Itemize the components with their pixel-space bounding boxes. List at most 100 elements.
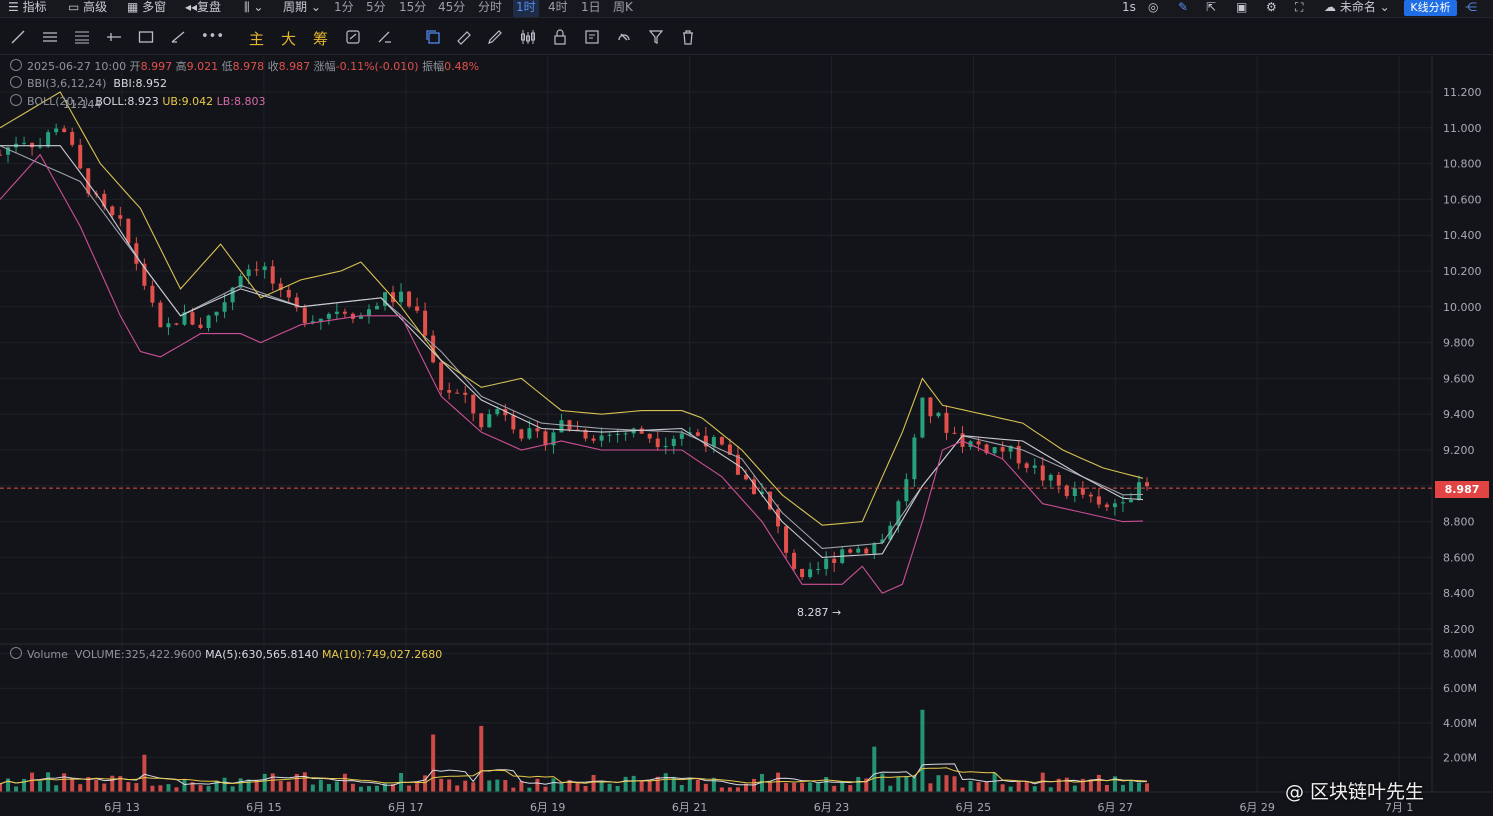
camera-icon[interactable]: ◎ [1148, 0, 1159, 14]
speed-label[interactable]: 1s [1122, 0, 1136, 14]
volume-bar [920, 709, 925, 792]
kline-analysis-button[interactable]: K线分析 [1404, 0, 1457, 16]
candle-body [1048, 474, 1053, 481]
brush-icon[interactable] [486, 28, 504, 46]
period-dropdown[interactable]: 周期 ⌄ [283, 0, 321, 17]
candle-body [134, 243, 139, 264]
save-icon[interactable]: ▣ [1236, 0, 1248, 14]
volume-name[interactable]: Volume [27, 648, 68, 661]
more-tools-icon[interactable]: ••• [201, 29, 225, 44]
volume-bar [166, 784, 171, 792]
boll-name[interactable]: BOLL(20,2) [27, 95, 89, 108]
measure-icon[interactable] [169, 28, 187, 46]
visibility-toggle-icon[interactable] [10, 94, 22, 106]
candle-body [663, 445, 668, 448]
candle-body [246, 269, 251, 277]
candle-body [206, 315, 211, 328]
trendline-icon[interactable] [9, 28, 27, 46]
export-icon[interactable]: ⇱ [1206, 0, 1217, 14]
volume-bar [1032, 786, 1037, 792]
filter-icon[interactable] [647, 28, 665, 46]
interval-1d[interactable]: 1日 [581, 0, 601, 14]
volume-bar [880, 773, 885, 792]
boll-legend: BOLL(20,2) BOLL:8.923 UB:9.042 LB:8.803 [10, 94, 265, 108]
open-value: 8.997 [140, 60, 173, 73]
sync-icon[interactable] [344, 28, 362, 46]
candle-body [1112, 503, 1117, 508]
volume-bar [70, 778, 75, 792]
gear-icon[interactable]: ⚙ [1266, 0, 1277, 14]
interval-15m[interactable]: 15分 [399, 0, 427, 14]
candle-style-icon[interactable] [519, 28, 537, 46]
horizontal-line-icon[interactable] [105, 28, 123, 46]
advanced-menu[interactable]: ▭ 高级 [68, 0, 107, 17]
candle-body [832, 558, 837, 563]
candle-body [190, 312, 195, 325]
replay-label: 复盘 [197, 0, 222, 14]
boll-value: BOLL:8.923 [95, 95, 159, 108]
ruler-icon[interactable] [455, 28, 473, 46]
edit-note-icon[interactable] [583, 28, 601, 46]
bbi-name[interactable]: BBI(3,6,12,24) [27, 77, 107, 90]
candle-body [551, 432, 556, 446]
candle-body [519, 429, 524, 439]
volume-bar [543, 786, 548, 792]
chart-type-dropdown[interactable]: ⫼ ⌄ [244, 0, 263, 17]
volume-bar [374, 785, 379, 792]
interval-45m[interactable]: 45分 [438, 0, 466, 14]
eraser-draw-icon[interactable] [376, 28, 394, 46]
fib-lines-icon[interactable] [73, 28, 91, 46]
price-tick-label: 10.000 [1443, 301, 1482, 314]
volume-bar [607, 783, 612, 792]
volume-bar [431, 734, 436, 792]
interval-timeshare[interactable]: 分时 [478, 0, 503, 14]
indicator-lines [0, 91, 1144, 594]
volume-bar [727, 787, 732, 792]
visibility-toggle-icon[interactable] [10, 59, 22, 71]
layout-dropdown[interactable]: ☁ 未命名 ⌄ [1324, 0, 1390, 17]
candle-body [142, 263, 147, 286]
volume-tick-label: 2.00M [1443, 751, 1477, 764]
candle-body [182, 312, 187, 325]
trash-icon[interactable] [679, 28, 697, 46]
volume-bar [30, 772, 35, 792]
volume-bar [495, 779, 500, 792]
multi-window-menu[interactable]: ▦ 多窗 [127, 0, 166, 17]
lock-icon[interactable] [551, 28, 569, 46]
interval-5m[interactable]: 5分 [366, 0, 386, 14]
chip-distribution-toggle[interactable]: 筹 [313, 30, 329, 48]
candle-body [479, 413, 484, 428]
volume-bar [1080, 778, 1085, 792]
candle-body [808, 569, 813, 578]
indicator-menu[interactable]: ☰ 指标 [8, 0, 47, 17]
rectangle-icon[interactable] [137, 28, 155, 46]
candle-body [848, 549, 853, 553]
volume-bar [575, 782, 580, 792]
fullscreen-icon[interactable]: ⛶ [1295, 0, 1304, 14]
visibility-toggle-icon[interactable] [10, 647, 22, 659]
interval-1h[interactable]: 1时 [513, 0, 539, 17]
volume-bar [591, 774, 596, 792]
candle-body [174, 323, 179, 325]
pencil-icon[interactable]: ✎ [1178, 0, 1189, 14]
visibility-toggle-icon[interactable] [10, 76, 22, 88]
volume-bar [415, 782, 420, 792]
candle-body [816, 568, 821, 570]
copy-icon[interactable] [424, 28, 442, 46]
interval-weekly[interactable]: 周K [613, 0, 633, 14]
volume-ma10-value: MA(10):749,027.2680 [321, 648, 443, 661]
share-icon[interactable]: ⋲ [1465, 0, 1477, 14]
volume-bar [407, 785, 412, 792]
big-orders-toggle[interactable]: 大 [281, 30, 297, 48]
interval-4h[interactable]: 4时 [548, 0, 568, 14]
replay-menu[interactable]: ◂◂复盘 [185, 0, 221, 17]
magnet-icon[interactable] [615, 28, 633, 46]
main-chips-toggle[interactable]: 主 [249, 30, 265, 48]
parallel-lines-icon[interactable] [41, 28, 59, 46]
interval-1m[interactable]: 1分 [334, 0, 354, 14]
candle-body [102, 193, 107, 207]
volume-bar [1008, 786, 1013, 792]
volume-bar [551, 778, 556, 792]
price-tick-label: 8.600 [1443, 551, 1475, 564]
